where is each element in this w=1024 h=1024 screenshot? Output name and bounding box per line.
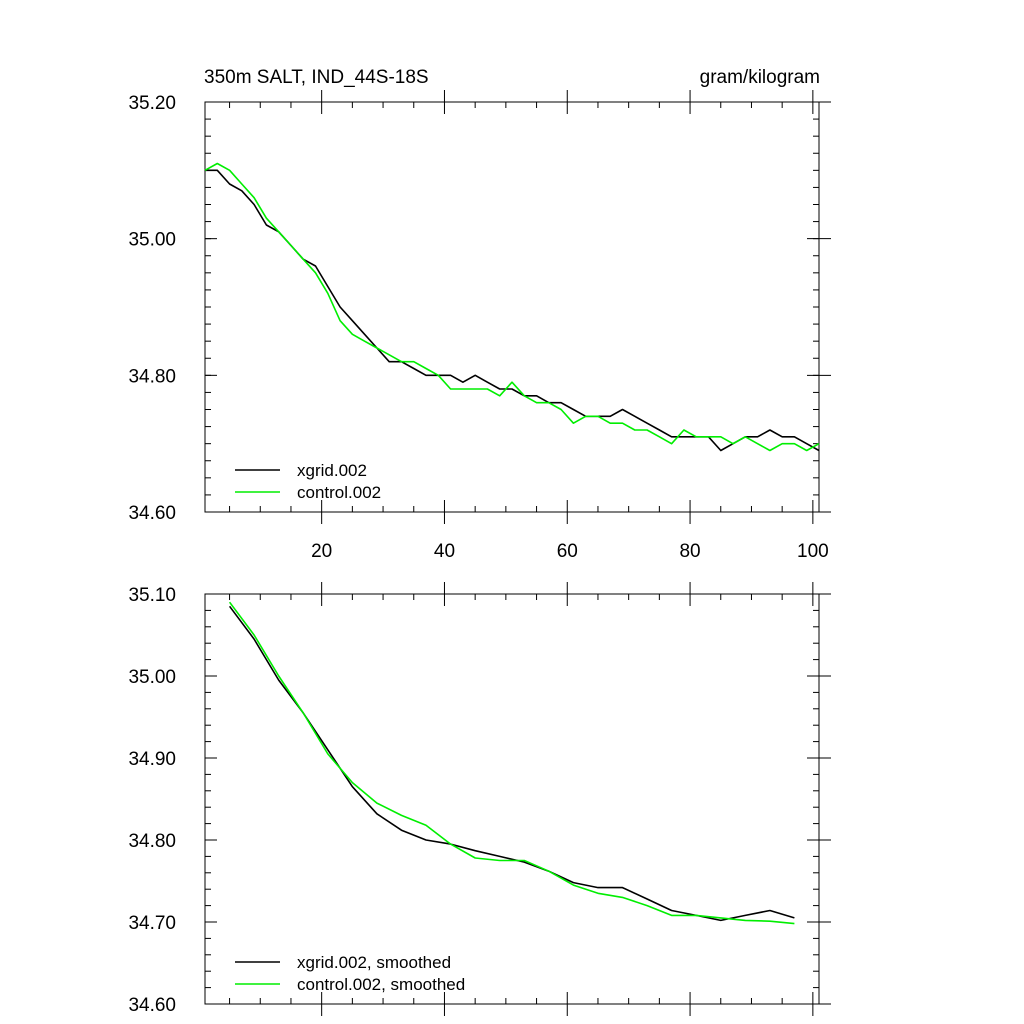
chart-title: 350m SALT, IND_44S-18S (204, 67, 429, 88)
plot-frame (204, 101, 820, 513)
series-lines (204, 162, 820, 452)
series-lines (228, 601, 795, 925)
y-tick-label: 34.90 (128, 749, 176, 770)
series-line (204, 162, 820, 452)
axis-ticks (205, 582, 831, 1016)
y-tick-label: 34.60 (128, 503, 176, 524)
y-tick-label: 34.70 (128, 913, 176, 934)
units-label: gram/kilogram (700, 67, 820, 88)
x-tick-label: 20 (311, 541, 332, 562)
legend-label: control.002 (297, 483, 381, 502)
y-tick-label: 35.00 (128, 667, 176, 688)
series-line (205, 169, 820, 452)
bottom-panel: 34.60 34.70 34.80 34.90 35.00 35.10 xgrid.002… (128, 582, 831, 1016)
top-panel: 350m SALT, IND_44S-18S gram/kilogram 20 4… (128, 67, 831, 562)
legend-label: xgrid.002 (297, 461, 367, 480)
series-line (228, 605, 795, 922)
x-tick-label: 60 (557, 541, 578, 562)
plot-frame (204, 593, 820, 1005)
y-tick-label: 35.00 (128, 230, 176, 251)
x-tick-label: 100 (797, 541, 829, 562)
y-tick-label: 34.80 (128, 366, 176, 387)
legend: xgrid.002 control.002 (235, 461, 381, 502)
y-tick-label: 35.10 (128, 585, 176, 606)
legend: xgrid.002, smoothed control.002, smoothed (235, 953, 465, 994)
y-tick-label: 35.20 (128, 93, 176, 114)
tick-labels: 34.60 34.70 34.80 34.90 35.00 35.10 (128, 585, 176, 1016)
tick-labels: 20 40 60 80 100 34.60 34.80 35.00 35.20 (128, 93, 828, 562)
axis-ticks (205, 90, 831, 524)
y-tick-label: 34.60 (128, 995, 176, 1016)
x-tick-label: 40 (434, 541, 455, 562)
series-line (228, 601, 795, 925)
legend-label: xgrid.002, smoothed (297, 953, 451, 972)
x-tick-label: 80 (679, 541, 700, 562)
y-tick-label: 34.80 (128, 831, 176, 852)
legend-label: control.002, smoothed (297, 975, 465, 994)
